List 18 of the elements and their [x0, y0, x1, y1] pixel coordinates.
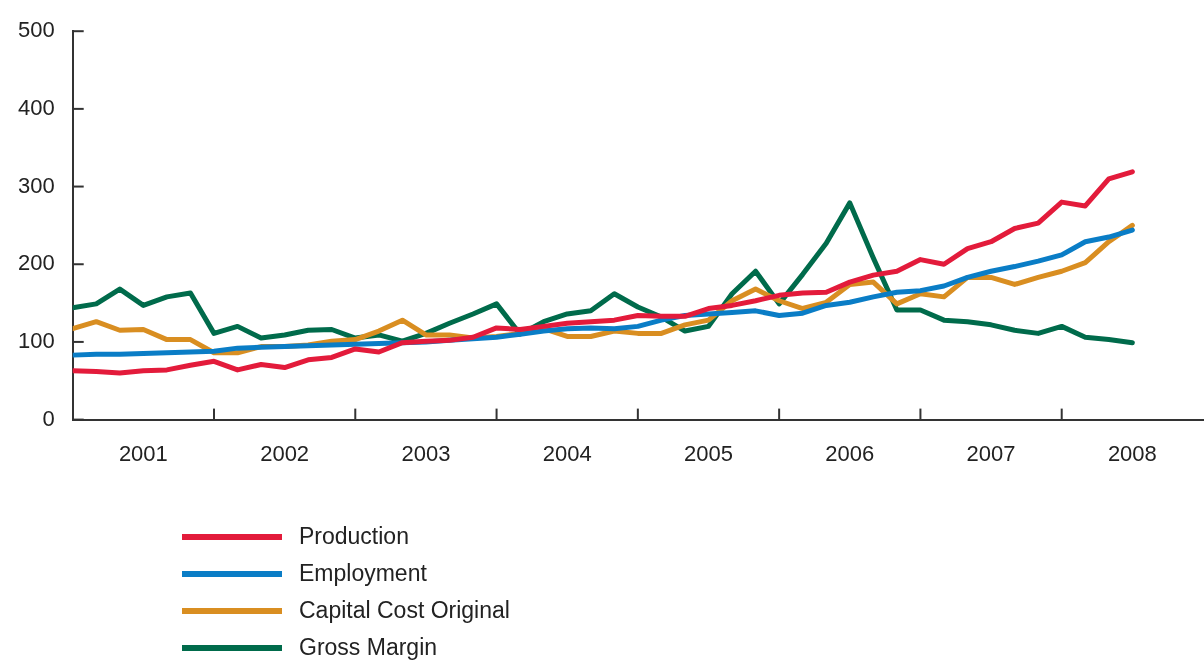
y-tick-label: 100	[17, 327, 55, 353]
x-tick-label: 2007	[966, 440, 1016, 466]
x-tick-label: 2003	[401, 440, 451, 466]
legend-label: Employment	[299, 560, 427, 587]
legend-label: Capital Cost Original	[299, 597, 510, 624]
legend-label: Gross Margin	[299, 634, 438, 661]
x-tick-label: 2004	[542, 440, 592, 466]
x-tick-label: 2001	[118, 440, 168, 466]
x-tick-label: 2006	[825, 440, 875, 466]
y-tick-label: 300	[17, 172, 55, 198]
x-tick-label: 2005	[684, 440, 733, 466]
x-tick-label: 2002	[260, 440, 310, 466]
y-tick-label: 400	[17, 94, 55, 120]
x-tick-label: 2008	[1107, 440, 1157, 466]
y-tick-label: 500	[17, 17, 55, 43]
y-tick-label: 200	[17, 250, 55, 276]
y-tick-label: 0	[42, 405, 55, 431]
legend-label: Production	[299, 523, 409, 550]
